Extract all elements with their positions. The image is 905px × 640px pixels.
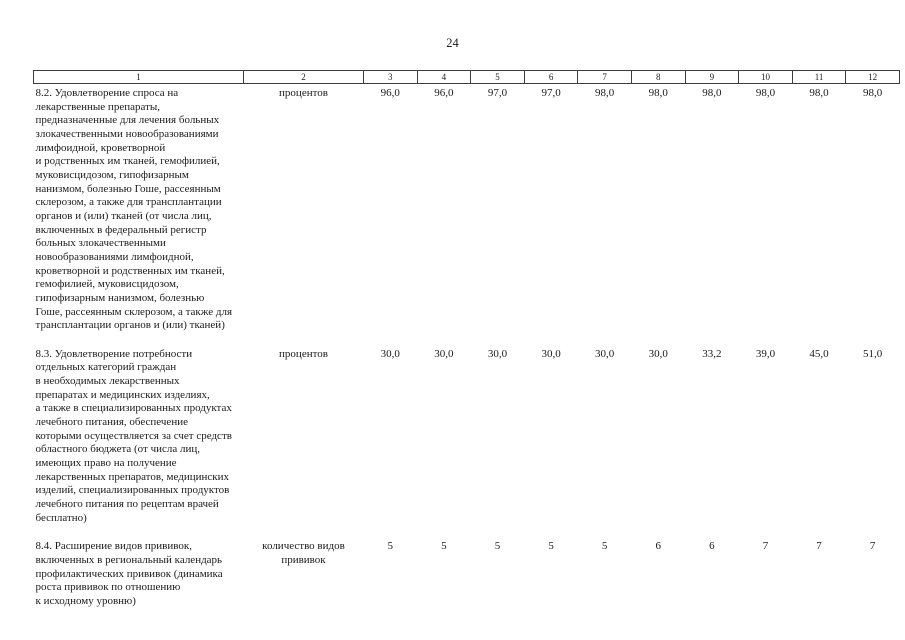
- header-cell: 12: [845, 70, 900, 84]
- value-cell: 98,0: [809, 87, 829, 99]
- indicators-table: 1 2 3 4 5 6 7 8 9 10 11 12 8.2. Удовлетв…: [33, 70, 900, 621]
- header-cell: 6: [523, 70, 579, 84]
- value-cell: 97,0: [487, 87, 508, 99]
- unit-cell: процентов: [279, 347, 328, 360]
- indicator-cell: 8.3. Удовлетворение потребности отдельны…: [35, 347, 232, 524]
- header-cell: 11: [791, 70, 847, 84]
- value-cell: 98,0: [702, 87, 722, 99]
- table-row-8-2: 8.2. Удовлетворение спроса на лекарствен…: [34, 84, 900, 345]
- header-cell: 8: [630, 70, 686, 84]
- value-cell: 98,0: [755, 87, 776, 99]
- header-cell: 10: [738, 70, 793, 84]
- header-cell: 5: [470, 70, 525, 84]
- table-row-8-4: 8.4. Расширение видов прививок, включенн…: [34, 537, 900, 620]
- value-cell: 7: [762, 540, 769, 553]
- header-cell: 3: [363, 70, 418, 84]
- value-cell: 5: [494, 540, 501, 553]
- value-cell: 30,0: [380, 347, 400, 360]
- value-cell: 6: [655, 540, 662, 553]
- value-cell: 30,0: [541, 347, 561, 360]
- header-cell: 1: [33, 70, 244, 84]
- table-header-row: 1 2 3 4 5 6 7 8 9 10 11 12: [33, 70, 900, 84]
- value-cell: 6: [709, 540, 715, 553]
- value-cell: 98,0: [648, 87, 668, 99]
- value-cell: 7: [816, 540, 822, 553]
- header-cell: 2: [243, 70, 364, 84]
- value-cell: 30,0: [434, 347, 454, 360]
- unit-cell: процентов: [279, 87, 328, 99]
- indicator-cell: 8.2. Удовлетворение спроса на лекарствен…: [35, 87, 233, 332]
- page-number: 24: [446, 36, 459, 50]
- value-cell: 97,0: [541, 87, 561, 99]
- value-cell: 5: [387, 540, 394, 553]
- header-cell: 9: [684, 70, 740, 84]
- value-cell: 5: [441, 540, 447, 553]
- value-cell: 98,0: [863, 87, 883, 99]
- value-cell: 96,0: [380, 87, 400, 99]
- value-cell: 5: [601, 540, 608, 553]
- value-cell: 51,0: [863, 347, 883, 360]
- value-cell: 30,0: [487, 347, 508, 360]
- value-cell: 96,0: [434, 87, 454, 99]
- value-cell: 45,0: [809, 347, 829, 360]
- table-row-8-3: 8.3. Удовлетворение потребности отдельны…: [34, 345, 900, 538]
- value-cell: 98,0: [595, 87, 615, 99]
- value-cell: 39,0: [755, 347, 776, 360]
- unit-cell: количество видов прививок: [262, 540, 345, 566]
- value-cell: 5: [548, 540, 554, 553]
- value-cell: 7: [869, 540, 876, 553]
- value-cell: 30,0: [595, 347, 615, 360]
- header-cell: 7: [577, 70, 632, 84]
- value-cell: 33,2: [702, 347, 722, 360]
- header-cell: 4: [416, 70, 472, 84]
- value-cell: 30,0: [648, 347, 668, 360]
- indicator-cell: 8.4. Расширение видов прививок, включенн…: [35, 540, 223, 607]
